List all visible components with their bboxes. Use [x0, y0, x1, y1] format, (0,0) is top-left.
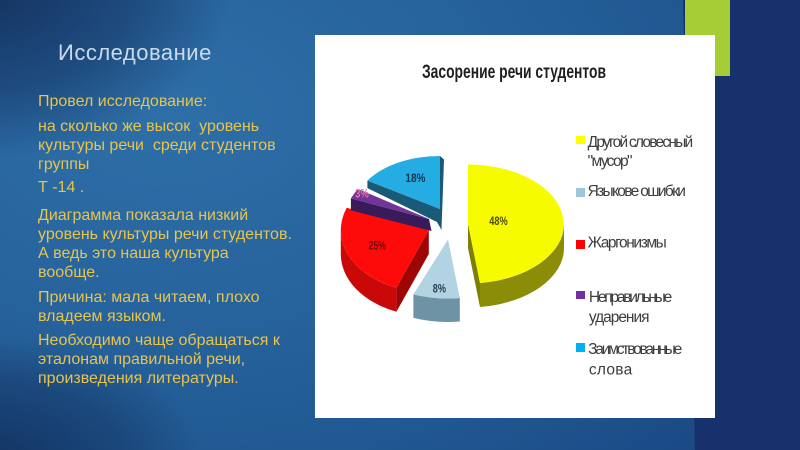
svg-text:25%: 25%: [369, 238, 387, 252]
svg-text:8%: 8%: [433, 281, 446, 295]
svg-text:Неправильные: Неправильные: [589, 289, 672, 306]
svg-text:Языкове ошибки: Языкове ошибки: [588, 183, 686, 200]
svg-text:18%: 18%: [405, 171, 425, 185]
svg-text:48%: 48%: [489, 214, 508, 228]
svg-text:слова: слова: [589, 361, 633, 378]
svg-text:Другой словесный: Другой словесный: [588, 134, 694, 151]
svg-text:3%: 3%: [355, 187, 369, 201]
svg-text:Засорение речи студентов: Засорение речи студентов: [422, 61, 606, 83]
svg-text:ударения: ударения: [589, 309, 650, 326]
svg-text:Жаргонизмы: Жаргонизмы: [588, 235, 667, 252]
svg-text:"мусор": "мусор": [588, 153, 633, 170]
svg-text:Заимствованные: Заимствованные: [588, 341, 682, 358]
